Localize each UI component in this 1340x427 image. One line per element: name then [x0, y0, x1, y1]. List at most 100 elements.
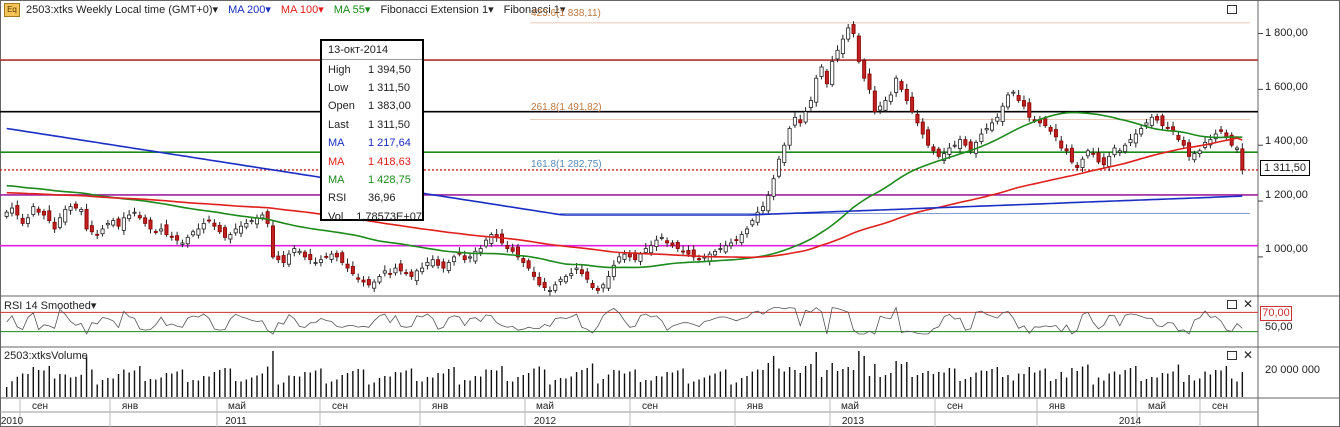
candle-body — [611, 264, 616, 277]
x-month-label: янв — [1049, 401, 1065, 412]
candle-body — [1197, 150, 1202, 154]
candle-body — [1005, 94, 1010, 108]
candle-body — [52, 221, 57, 230]
fibonacci-selector[interactable]: Fibonacci 1▾ — [503, 3, 566, 16]
candle-body — [212, 222, 217, 227]
candle-body — [1021, 100, 1026, 107]
candle-body — [143, 217, 148, 224]
info-label: MA — [328, 173, 345, 186]
candle-body — [750, 220, 755, 226]
info-label: Last — [328, 118, 349, 131]
x-year-label: 2010 — [1, 416, 24, 427]
x-month-label: сен — [32, 401, 48, 412]
candle-body — [409, 271, 414, 277]
candle-body — [468, 256, 473, 259]
candle-body — [313, 262, 318, 264]
candle-body — [356, 277, 361, 280]
candle-body — [718, 248, 723, 250]
candle-body — [1155, 116, 1160, 121]
candle-body — [574, 267, 579, 270]
candle-body — [808, 100, 813, 108]
x-month-label: янв — [432, 401, 448, 412]
candle-body — [755, 211, 760, 223]
candle-body — [814, 77, 819, 103]
candle-body — [1160, 115, 1165, 127]
candle-body — [68, 206, 73, 211]
chart-toolbar: 2503:xtks Weekly Local time (GMT+0)▾ MA … — [0, 0, 565, 18]
candle-body — [883, 100, 888, 111]
volume-pane-title[interactable]: 2503:xtksVolume — [4, 350, 88, 362]
candle-body — [308, 253, 313, 261]
ma100-selector[interactable]: MA 100▾ — [280, 3, 324, 16]
candle-body — [867, 73, 872, 90]
info-label: Open — [328, 100, 355, 113]
candle-body — [281, 255, 286, 263]
candle-body — [484, 239, 489, 247]
candle-body — [393, 267, 398, 274]
candle-body — [249, 220, 254, 223]
candle-body — [862, 60, 867, 79]
candle-body — [452, 256, 457, 263]
rsi-pane-title[interactable]: RSI 14 Smoothed▾ — [4, 300, 97, 312]
maximize-volume-pane-icon[interactable] — [1227, 351, 1237, 360]
candle-body — [926, 129, 931, 146]
candle-body — [1043, 118, 1048, 127]
candle-body — [233, 228, 238, 234]
candle-body — [414, 270, 419, 282]
candle-body — [1048, 126, 1053, 132]
candle-body — [872, 90, 877, 113]
candle-body — [990, 122, 995, 131]
x-month-label: янв — [122, 401, 138, 412]
maximize-price-pane-icon[interactable] — [1227, 5, 1237, 14]
candle-body — [260, 214, 265, 219]
candle-body — [207, 219, 212, 222]
ma200-selector[interactable]: MA 200▾ — [228, 3, 271, 16]
close-volume-pane-icon[interactable]: ✕ — [1243, 348, 1254, 362]
candle-body — [223, 227, 228, 238]
candle-body — [803, 111, 808, 123]
candle-body — [95, 233, 100, 236]
info-label: RSI — [328, 192, 347, 205]
candle-body — [521, 258, 526, 263]
volume-tick-label: 20 000 000 — [1265, 364, 1321, 376]
info-label: MA — [328, 137, 345, 150]
fib-extension-selector[interactable]: Fibonacci Extension 1▾ — [380, 3, 494, 16]
info-date: 13-окт-2014 — [322, 41, 422, 61]
candle-body — [1011, 91, 1016, 94]
candle-body — [404, 272, 409, 275]
candle-body — [57, 217, 62, 228]
candle-body — [159, 228, 164, 232]
candle-body — [920, 121, 925, 135]
candle-body — [878, 105, 883, 111]
candle-body — [846, 27, 851, 40]
candle-body — [984, 128, 989, 131]
close-rsi-pane-icon[interactable]: ✕ — [1243, 297, 1254, 311]
candle-body — [1096, 152, 1101, 163]
candle-body — [910, 96, 915, 113]
info-row: MA 1 418,63 — [322, 152, 422, 170]
candle-body — [1128, 139, 1133, 144]
candle-body — [1112, 147, 1117, 156]
candle-body — [606, 276, 611, 289]
candle-body — [766, 195, 771, 212]
candle-body — [292, 248, 297, 253]
candle-body — [558, 278, 563, 282]
candle-body — [329, 253, 334, 260]
instrument-selector[interactable]: 2503:xtks Weekly Local time (GMT+0)▾ — [26, 3, 219, 16]
maximize-rsi-pane-icon[interactable] — [1227, 300, 1237, 309]
y-tick-label: 1 200,00 — [1265, 189, 1308, 201]
info-row: Vol 1,78573E+07 — [322, 208, 422, 226]
candle-body — [1181, 140, 1186, 146]
x-month-label: янв — [747, 401, 763, 412]
x-month-label: май — [536, 401, 554, 412]
candle-body — [654, 239, 659, 247]
candle-body — [952, 144, 957, 147]
candle-body — [334, 252, 339, 258]
y-tick-label: 1 800,00 — [1265, 27, 1308, 39]
candle-body — [153, 231, 158, 233]
candle-body — [372, 281, 377, 289]
candle-body — [137, 215, 142, 219]
ma55-selector[interactable]: MA 55▾ — [333, 3, 371, 16]
info-value: 1 394,50 — [368, 63, 411, 76]
candle-body — [191, 231, 196, 236]
